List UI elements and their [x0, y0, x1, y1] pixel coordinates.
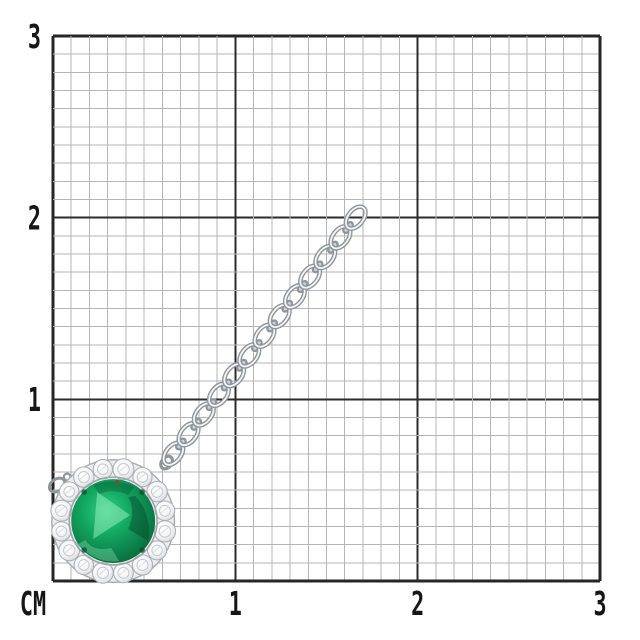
halo-diamond: [50, 499, 73, 522]
halo-diamond: [58, 539, 81, 562]
axis-labels: 1 2 3 1 2 3 СМ: [20, 17, 607, 623]
halo-diamond-facet: [96, 566, 110, 580]
halo-diamond: [132, 467, 153, 488]
halo-diamond-sparkle: [78, 560, 88, 569]
halo-diamond-facet: [136, 558, 149, 572]
emerald-pendant: [47, 204, 368, 584]
halo-diamond-facet: [77, 471, 90, 484]
gem-prong: [81, 489, 88, 495]
halo-diamond-sparkle: [151, 486, 162, 496]
halo-diamond-facet: [158, 525, 172, 538]
halo-diamond: [154, 500, 176, 522]
halo-diamond: [58, 481, 80, 503]
x-axis-tick-label: 3: [593, 584, 606, 623]
gem-lower-light-facet: [78, 540, 120, 562]
halo-diamond-facet: [63, 485, 76, 498]
halo-diamond-facet: [136, 471, 149, 483]
gem-bezel-ring: [68, 476, 158, 566]
gem-dark-facet-top: [93, 481, 135, 496]
x-axis-tick-label: 2: [411, 584, 424, 623]
halo-diamond-sparkle: [97, 567, 108, 577]
gem-dark-facet-right: [128, 496, 149, 542]
halo-diamond-sparkle: [97, 464, 108, 473]
halo-diamond-facet: [55, 525, 68, 538]
halo-diamond-sparkle: [117, 464, 128, 473]
gem-prong: [81, 547, 88, 553]
halo-diamond-sparkle: [137, 560, 147, 569]
x-axis-tick-label: 1: [229, 584, 242, 623]
halo-diamond-sparkle: [64, 486, 74, 495]
halo-diamond: [153, 520, 177, 543]
halo-diamond: [73, 466, 95, 488]
halo-diamond-sparkle: [159, 505, 170, 515]
halo-diamond: [113, 562, 134, 584]
halo-diamond-sparkle: [56, 526, 66, 535]
halo-diamond-sparkle: [78, 472, 89, 481]
halo-diamond-facet: [77, 559, 90, 571]
halo-diamond: [91, 561, 114, 584]
y-axis-tick-label: 2: [28, 199, 41, 238]
halo-diamond: [146, 481, 168, 503]
halo-diamond-facet: [117, 462, 130, 476]
halo-diamond: [73, 554, 95, 576]
halo-diamond-facet: [159, 504, 171, 517]
halo-diamond-facet: [151, 544, 163, 557]
halo-diamond-facet: [63, 544, 76, 557]
emerald-gemstone: [68, 476, 158, 566]
halo-diamond-facet: [55, 504, 68, 518]
halo-diamond: [51, 521, 72, 542]
halo-diamond-sparkle: [63, 545, 74, 554]
y-axis-tick-label: 1: [28, 381, 41, 420]
halo-diamond-sparkle: [152, 545, 162, 554]
halo-diamond-facet: [97, 463, 109, 476]
halo-diamond: [131, 554, 154, 576]
gem-inclusion-speck: [114, 479, 120, 485]
halo-diamond: [147, 540, 168, 561]
halo-diamond-sparkle: [118, 568, 128, 577]
y-axis-tick-label: 3: [28, 17, 41, 56]
gem-prong: [139, 547, 145, 553]
halo-diamond: [92, 459, 114, 480]
cable-chain: [159, 204, 368, 471]
unit-label-cm: СМ: [20, 584, 46, 623]
halo-diamond-sparkle: [137, 472, 147, 481]
gem-prong: [139, 489, 145, 495]
gem-highlight-facet: [93, 492, 131, 540]
halo-diamond-facet: [150, 485, 164, 498]
halo-diamond-sparkle: [159, 526, 170, 535]
halo-diamond-sparkle: [55, 505, 66, 515]
halo-diamond-facet: [117, 566, 130, 579]
chain-face-link-highlight: [345, 205, 367, 230]
